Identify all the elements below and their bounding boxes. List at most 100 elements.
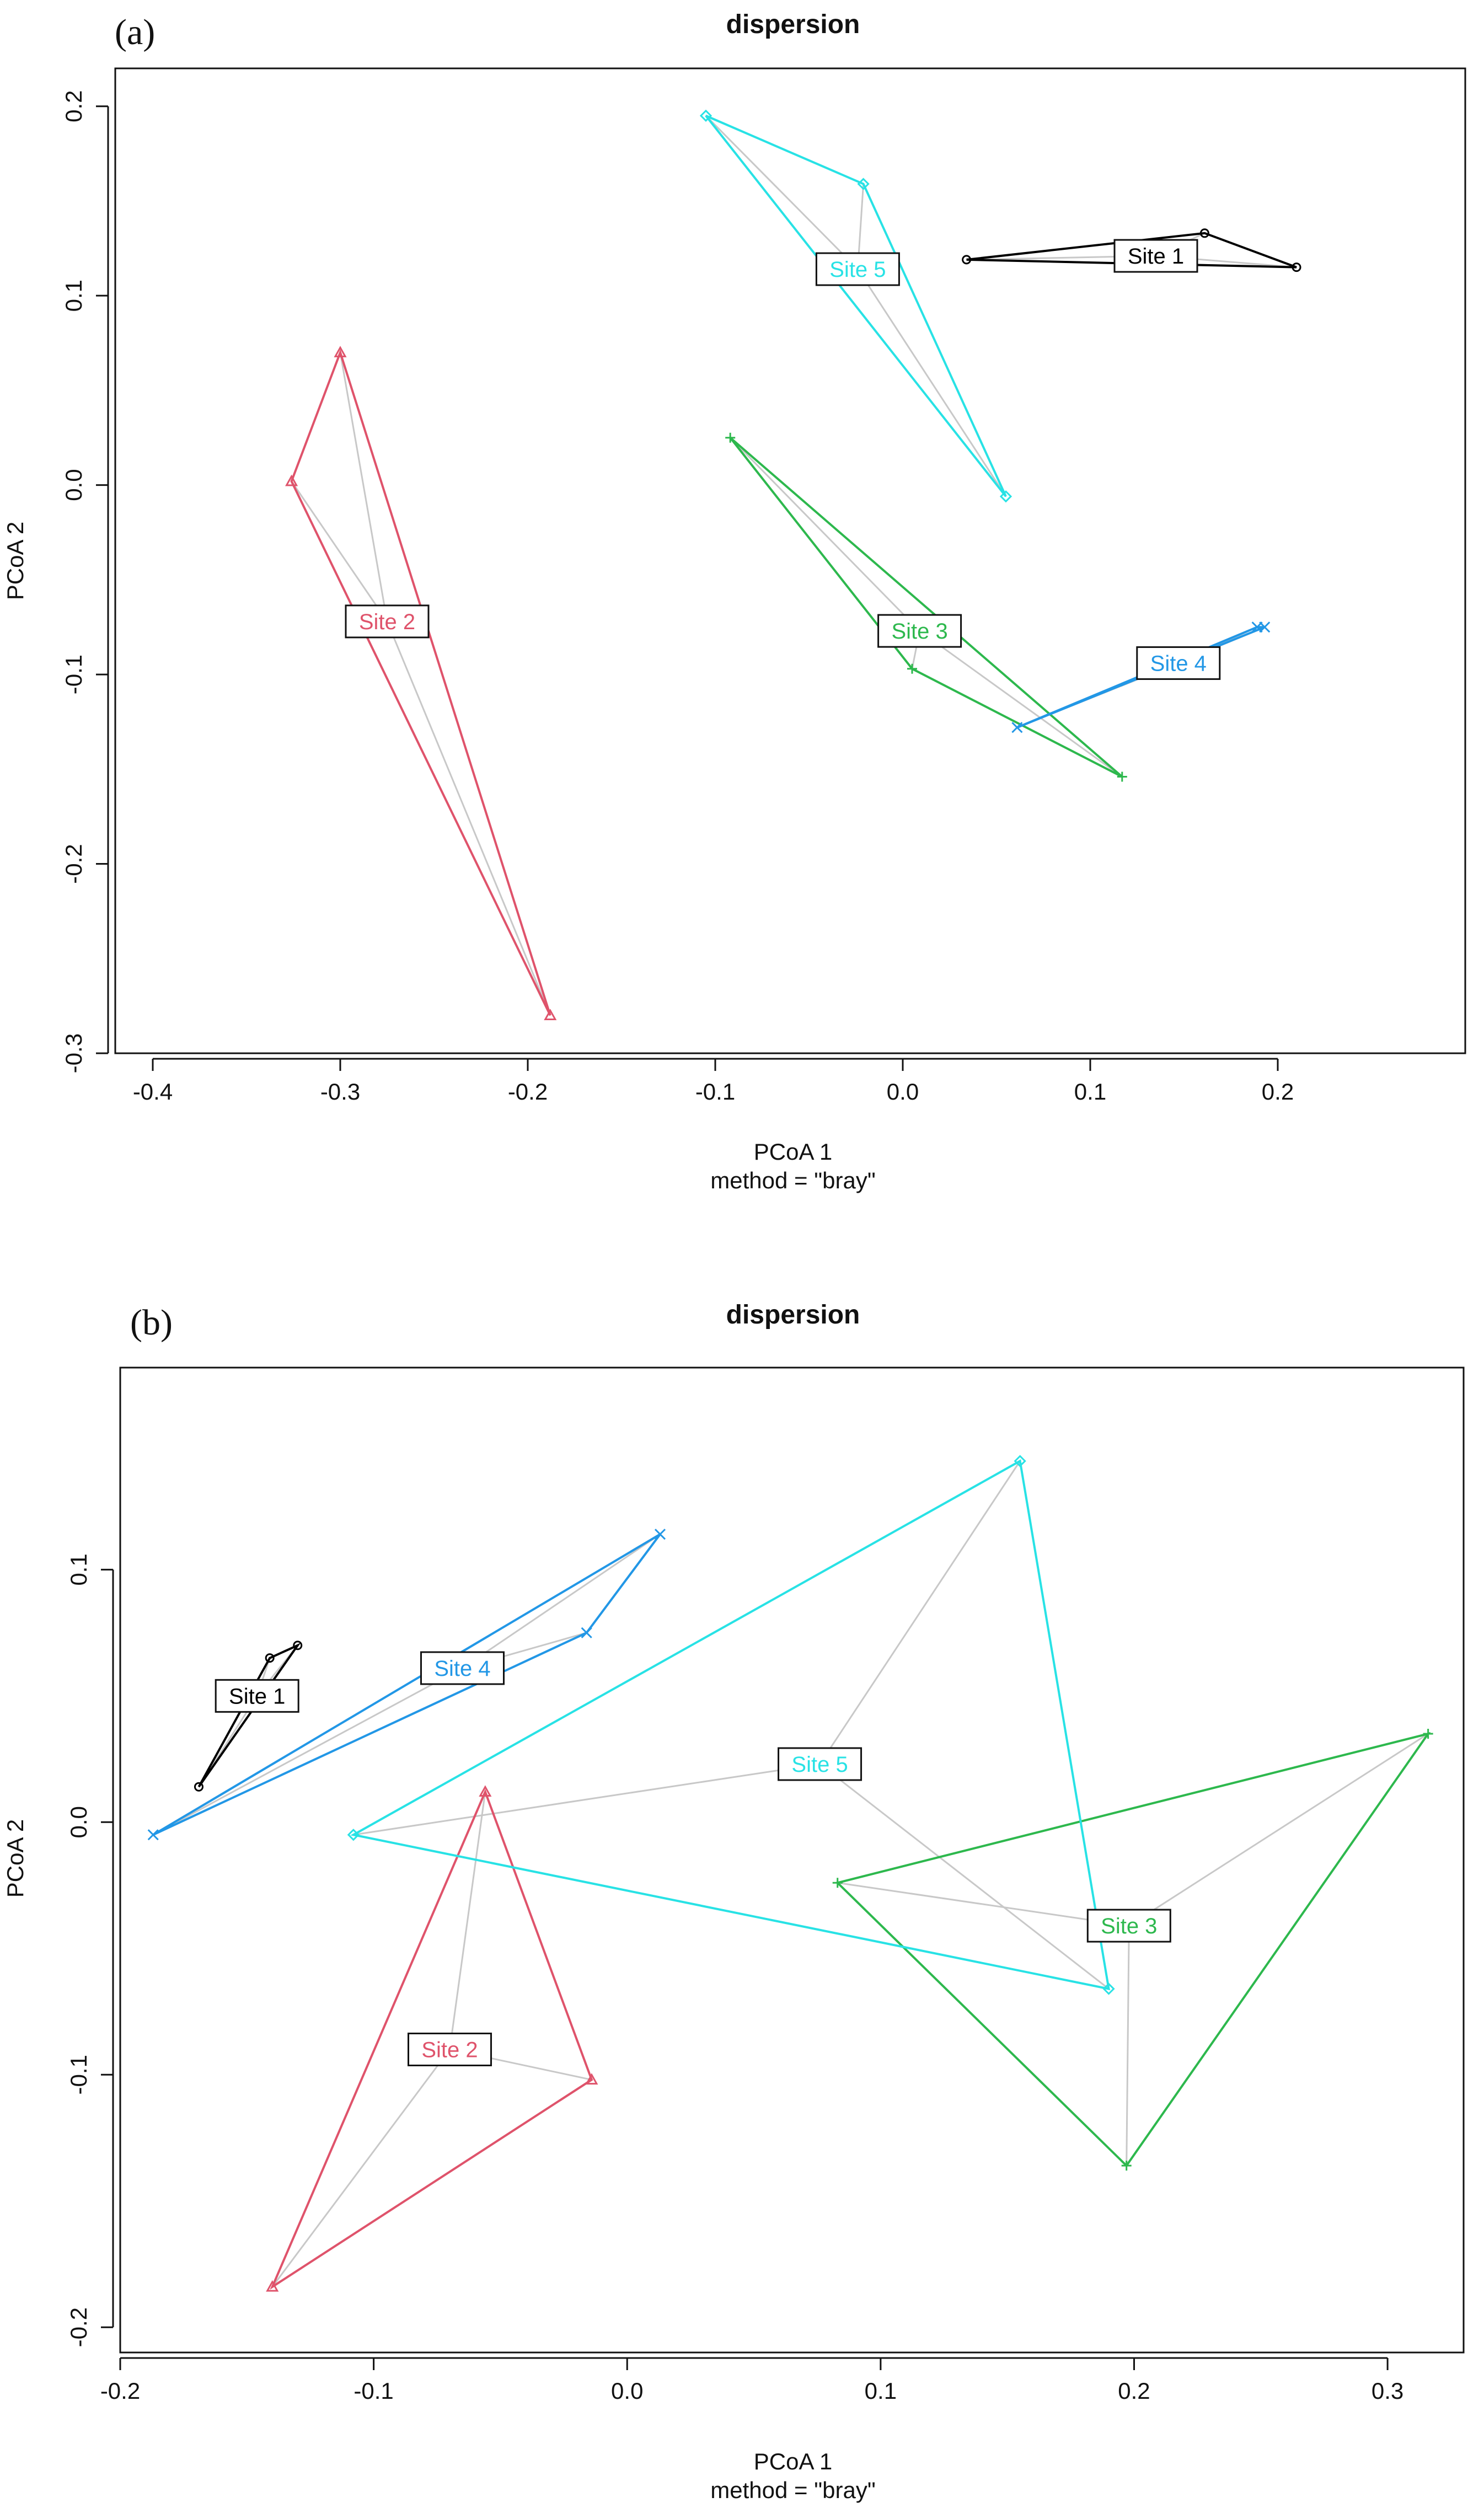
site-5-label-box	[815, 252, 900, 286]
x-tick-label: 0.1	[865, 2378, 897, 2404]
site-1-point	[1292, 262, 1301, 272]
site-2-hull	[270, 1788, 593, 2290]
site-5-spoke	[819, 1460, 1021, 1765]
panel-a-site-labels: Site 1 Site 2 Site 3 Site 4 Site 5	[345, 239, 1221, 680]
x-tick-label: 0.2	[1118, 2378, 1150, 2404]
panel-b-x-axis-label: PCoA 1	[754, 2448, 832, 2474]
site-4-point	[654, 1529, 666, 1540]
site-1-point	[962, 255, 972, 265]
site-4-point	[581, 1627, 592, 1638]
site-2-point	[266, 2280, 279, 2292]
panel-a-x-axis-sublabel: method = "bray"	[710, 1167, 875, 1193]
panel-a-x-axis: -0.4 -0.3 -0.2 -0.1 0.0 0.1 0.2	[133, 1058, 1294, 1105]
panel-b-x-axis: -0.2 -0.1 0.0 0.1 0.2 0.3	[100, 2357, 1403, 2404]
site-4-spoke	[462, 1534, 661, 1669]
site-3-spoke	[919, 630, 1123, 778]
x-tick-label: 0.0	[611, 2378, 643, 2404]
site-4-label-box	[420, 1651, 505, 1685]
site-5-spoke	[819, 1763, 1110, 1990]
panel-b-spokes	[153, 1460, 1429, 2287]
y-tick-label: -0.2	[61, 844, 87, 883]
y-tick-label: 0.0	[66, 1806, 92, 1838]
site-2-point	[479, 1785, 492, 1797]
y-tick-label: 0.2	[61, 90, 87, 122]
site-2-label: Site 2	[421, 2038, 478, 2062]
panel-a-plot-area	[114, 67, 1466, 1054]
site-1-label-box	[215, 1679, 299, 1713]
site-2-spoke	[339, 352, 388, 622]
y-tick-label: -0.1	[66, 2055, 92, 2094]
site-5-point	[699, 109, 712, 122]
site-5-point	[857, 178, 870, 190]
site-5-point	[999, 490, 1012, 503]
x-tick-label: -0.2	[100, 2378, 140, 2404]
site-3-hull	[729, 437, 1123, 778]
panel-b-site-labels: Site 1 Site 2 Site 3 Site 4 Site 5	[215, 1651, 1171, 2066]
site-1-hull	[197, 1642, 301, 1788]
panel-a-label: (a)	[115, 12, 155, 52]
site-3-point	[1117, 771, 1127, 782]
site-1-label: Site 1	[1128, 244, 1184, 269]
panel-b-plot-area	[119, 1366, 1465, 2354]
panel-a-y-axis: -0.3 -0.2 -0.1 0.0 0.1 0.2	[61, 90, 109, 1073]
site-2-spoke	[271, 2049, 451, 2287]
site-2-label-box	[345, 604, 430, 639]
site-5-spoke	[353, 1763, 820, 1836]
site-1-point	[293, 1641, 303, 1650]
y-tick-label: 0.1	[61, 280, 87, 312]
site-5-spoke	[857, 269, 1007, 497]
site-5-point	[347, 1829, 360, 1841]
x-tick-label: -0.1	[695, 1079, 735, 1105]
site-4-label: Site 4	[434, 1657, 490, 1681]
panel-a: (a) dispersion -0.4 -0.3 -0.2 -0.1 0.0 0.1 0.2…	[2, 10, 1466, 1193]
site-2-point	[285, 474, 298, 486]
site-1-point	[194, 1782, 203, 1792]
x-tick-label: 0.2	[1262, 1079, 1294, 1105]
panel-b: (b) dispersion -0.2 -0.1 0.0 0.1 0.2 0.3 -0.2…	[2, 1300, 1465, 2503]
panel-a-hulls	[290, 115, 1297, 1016]
site-5-hull	[350, 1459, 1110, 1991]
y-tick-label: -0.3	[61, 1033, 87, 1073]
site-4-label: Site 4	[1150, 651, 1207, 676]
site-3-label: Site 3	[891, 619, 947, 644]
site-2-hull	[290, 349, 551, 1016]
site-5-label-box	[778, 1747, 862, 1781]
site-3-hull	[835, 1732, 1431, 2168]
y-tick-label: 0.1	[66, 1553, 92, 1585]
panel-b-y-axis: -0.2 -0.1 0.0 0.1	[66, 1553, 114, 2347]
x-tick-label: -0.1	[353, 2378, 393, 2404]
x-tick-label: 0.3	[1372, 2378, 1403, 2404]
site-4-point	[1259, 621, 1271, 633]
site-3-spoke	[730, 437, 920, 632]
site-1-point	[265, 1653, 275, 1663]
site-2-label: Site 2	[359, 610, 415, 634]
site-3-label-box	[877, 614, 962, 648]
site-1-label-box	[1113, 239, 1198, 273]
panel-b-y-axis-label: PCoA 2	[2, 1819, 28, 1898]
panel-b-points	[147, 1455, 1433, 2292]
site-4-label-box	[1136, 646, 1221, 680]
site-5-point	[1102, 1982, 1115, 1995]
site-3-spoke	[837, 1882, 1129, 1927]
panel-b-hulls	[152, 1459, 1431, 2290]
y-tick-label: -0.2	[66, 2307, 92, 2347]
site-3-point	[907, 663, 917, 674]
panel-b-label: (b)	[130, 1303, 173, 1343]
panel-b-x-axis-sublabel: method = "bray"	[710, 2477, 875, 2503]
site-2-label-box	[408, 2032, 492, 2066]
site-4-hull	[152, 1533, 661, 1836]
x-tick-label: -0.2	[508, 1079, 548, 1105]
x-tick-label: 0.0	[887, 1079, 919, 1105]
site-1-label: Site 1	[229, 1684, 285, 1708]
site-3-point	[725, 432, 736, 443]
site-2-spoke	[386, 621, 551, 1016]
site-3-point	[832, 1878, 843, 1888]
site-4-point	[147, 1829, 159, 1841]
panel-a-points	[285, 109, 1301, 1021]
site-5-label: Site 5	[791, 1753, 848, 1777]
site-2-spoke	[291, 480, 388, 622]
panel-b-title: dispersion	[726, 1300, 860, 1330]
site-3-spoke	[1128, 1733, 1429, 1927]
site-3-label-box	[1086, 1909, 1171, 1943]
